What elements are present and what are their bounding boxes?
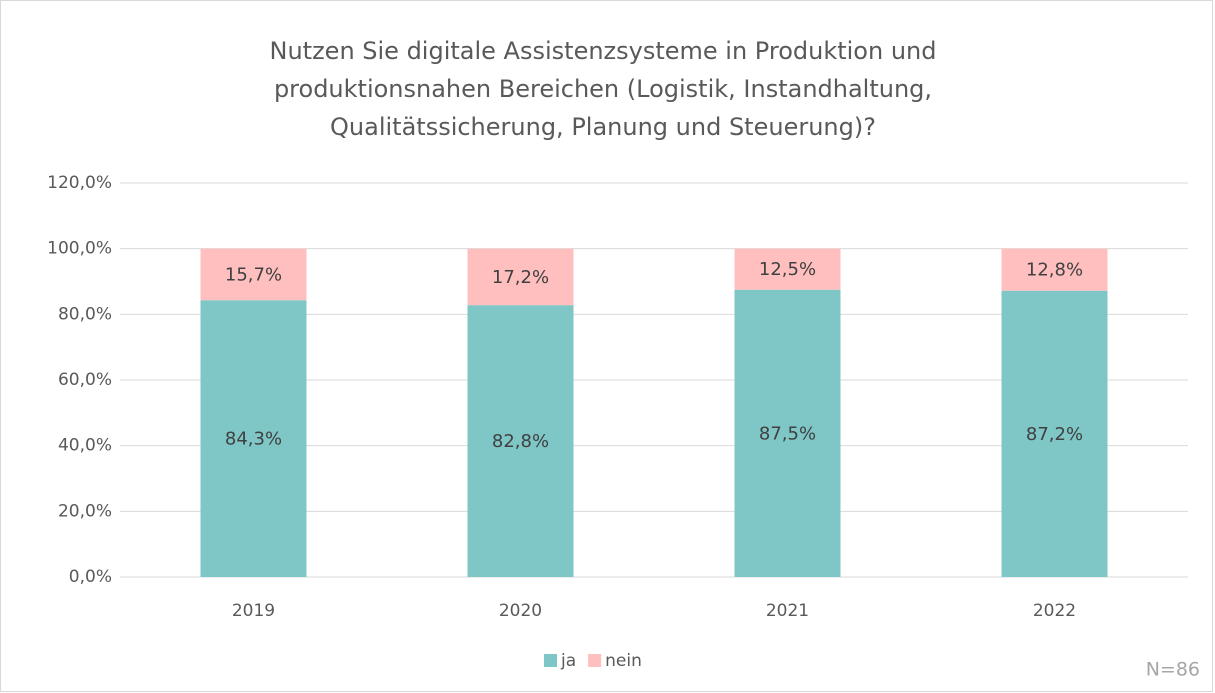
y-tick-label: 40,0% — [58, 436, 112, 456]
chart-title: Nutzen Sie digitale Assistenzsysteme in … — [270, 37, 937, 65]
data-label: 82,8% — [492, 431, 549, 452]
chart-title: produktionsnahen Bereichen (Logistik, In… — [274, 75, 932, 103]
bar-segment — [467, 305, 574, 577]
bar-segment — [200, 248, 307, 301]
bar-segment — [1001, 248, 1108, 291]
legend-label: nein — [605, 651, 642, 671]
chart-title: Qualitätssicherung, Planung und Steuerun… — [330, 113, 876, 141]
bar-segment — [467, 248, 574, 306]
x-tick-label: 2022 — [1033, 601, 1076, 621]
x-tick-label: 2020 — [499, 601, 542, 621]
y-tick-label: 80,0% — [58, 304, 112, 324]
data-label: 84,3% — [225, 429, 282, 450]
data-label: 12,5% — [759, 259, 816, 280]
y-tick-label: 120,0% — [47, 173, 112, 193]
legend-swatch — [544, 654, 557, 667]
bar-segment — [1001, 290, 1108, 577]
annotation: N=86 — [1146, 659, 1200, 681]
data-label: 87,5% — [759, 423, 816, 444]
data-label: 15,7% — [225, 264, 282, 285]
y-tick-label: 60,0% — [58, 370, 112, 390]
x-tick-label: 2021 — [766, 601, 809, 621]
legend-label: ja — [560, 651, 576, 671]
data-label: 87,2% — [1026, 424, 1083, 445]
bar-segment — [734, 289, 841, 577]
y-tick-label: 100,0% — [47, 239, 112, 259]
legend-swatch — [588, 654, 602, 667]
data-label: 17,2% — [492, 267, 549, 288]
bar-segment — [734, 248, 841, 290]
x-tick-label: 2019 — [232, 601, 275, 621]
data-label: 12,8% — [1026, 260, 1083, 281]
bar-segment — [200, 300, 307, 577]
y-tick-label: 0,0% — [69, 567, 112, 587]
y-tick-label: 20,0% — [58, 501, 112, 521]
